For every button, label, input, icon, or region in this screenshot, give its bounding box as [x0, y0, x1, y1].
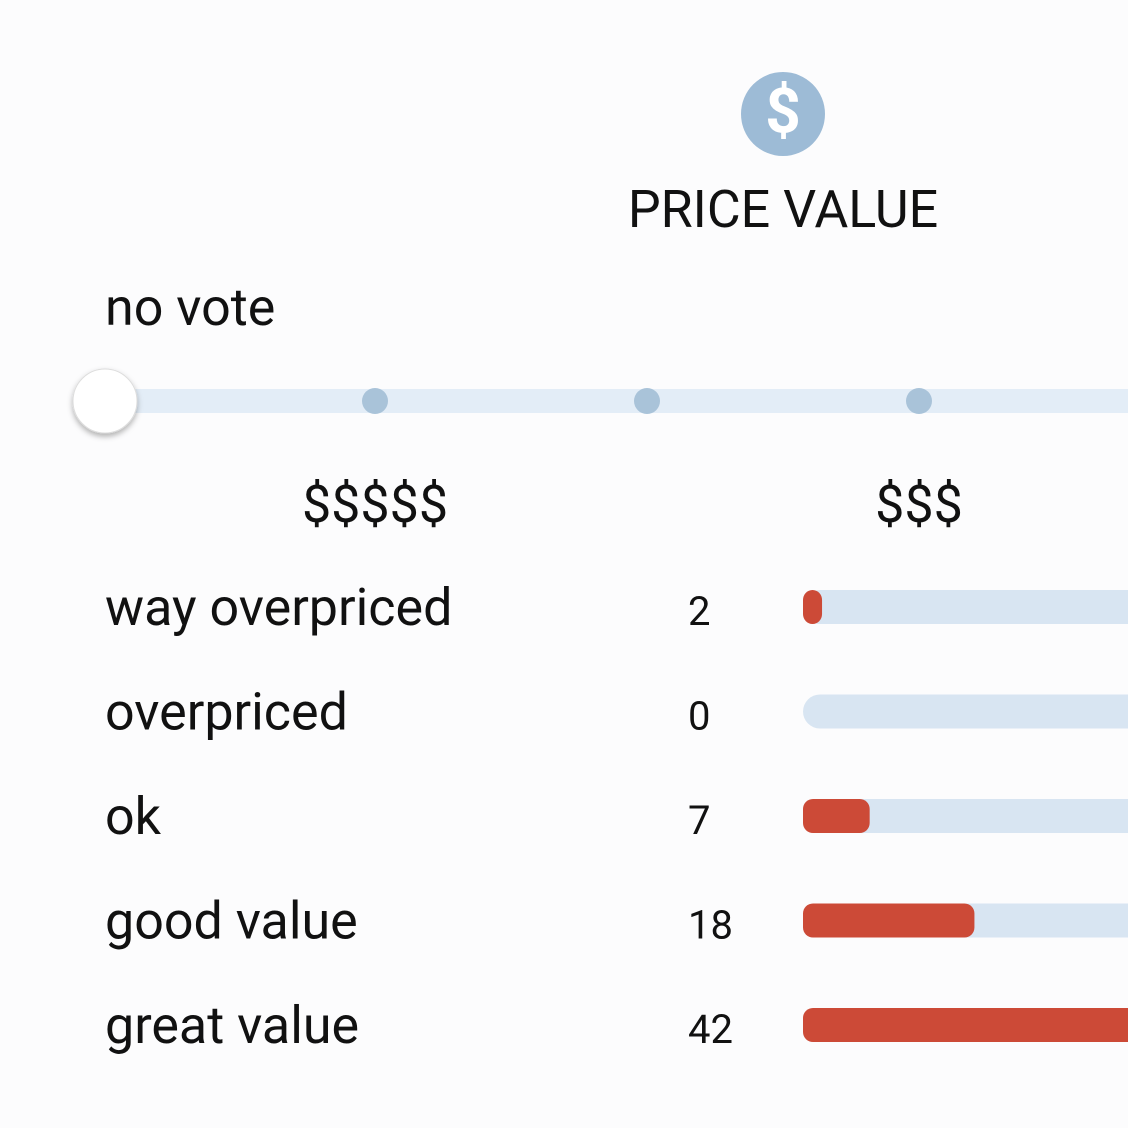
bar	[803, 903, 975, 938]
icon-symbol: $	[765, 75, 801, 148]
bar-track	[803, 694, 1128, 729]
slider-track[interactable]	[105, 389, 1128, 413]
row-count: 42	[688, 1006, 733, 1053]
icon-circle	[741, 72, 825, 156]
row-label: good value	[105, 891, 358, 952]
row-count: 7	[688, 797, 710, 844]
vote-status: no vote	[105, 277, 275, 338]
slider-stop[interactable]	[362, 388, 388, 414]
row-label: overpriced	[105, 682, 348, 743]
slider-label: $$$	[875, 474, 963, 535]
bar-track	[803, 799, 1128, 833]
row-count: 18	[688, 902, 733, 949]
slider-label: $$$$$	[302, 474, 448, 535]
row-label: way overpriced	[105, 577, 452, 638]
slider-stop[interactable]	[634, 388, 660, 414]
row-label: ok	[105, 786, 162, 847]
row-count: 2	[688, 588, 710, 635]
slider-stop[interactable]	[906, 388, 932, 414]
slider-thumb[interactable]	[72, 368, 138, 434]
row-label: great value	[105, 995, 359, 1056]
bar	[803, 799, 870, 833]
vote-rows: way overpriced 2 overpriced 0 ok 7 good value 1…	[105, 577, 1128, 1056]
bar	[803, 1008, 1128, 1042]
bar	[803, 590, 823, 624]
row-count: 0	[688, 693, 710, 740]
title: PRICE VALUE	[628, 179, 938, 240]
bar-track	[803, 590, 1128, 624]
content: $ PRICE VALUE no vote $$$$$ $$$ way over…	[72, 72, 1128, 1056]
